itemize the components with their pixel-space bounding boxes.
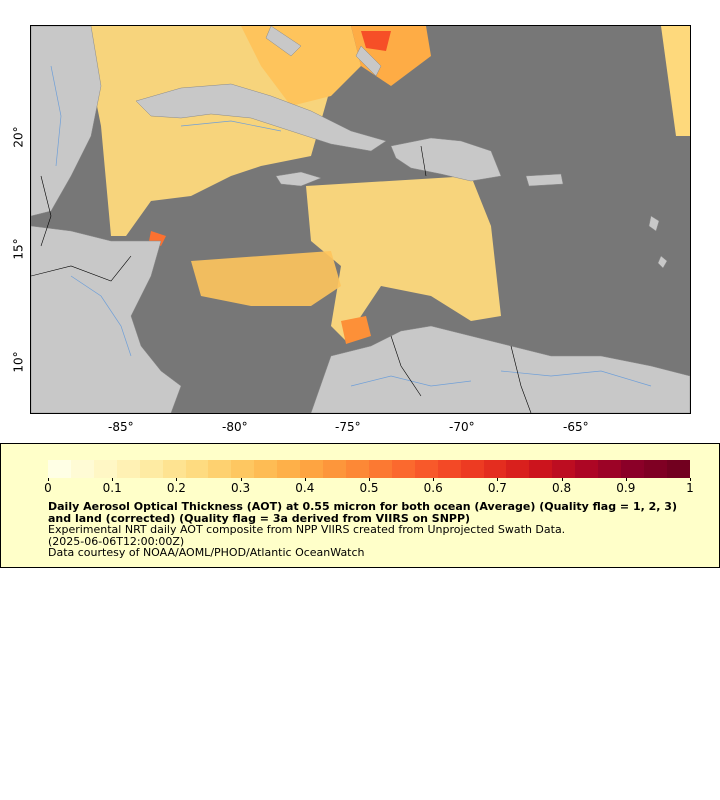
colorbar-segment: [345, 460, 369, 478]
colorbar-tickmark: [625, 478, 627, 481]
colorbar-tickmark: [176, 478, 178, 481]
swath-central: [306, 176, 501, 341]
colorbar-segment: [300, 460, 324, 478]
colorbar-segment: [323, 460, 346, 478]
colorbar-segment: [116, 460, 140, 478]
lat-tick-label: 15°: [11, 238, 26, 260]
legend-line: (2025-06-06T12:00:00Z): [48, 534, 185, 548]
colorbar-tickmark: [369, 478, 370, 481]
colorbar-tickmark: [561, 478, 563, 481]
colorbar-segment: [460, 460, 484, 478]
colorbar-tick-label: 0.5: [359, 481, 379, 495]
colorbar-tickmark: [304, 478, 306, 481]
colorbar-segment: [139, 460, 163, 478]
land-cuba: [135, 83, 387, 152]
colorbar-tick-label: 0.2: [166, 481, 186, 495]
colorbar-tickmark: [497, 478, 499, 481]
hotspot-north: [361, 31, 391, 51]
map-canvas: [31, 26, 690, 413]
colorbar-tick-label: 0: [44, 481, 52, 495]
aot-swaths: [81, 26, 690, 378]
lat-tick-label: 20°: [11, 126, 26, 148]
land-yucatan: [31, 26, 102, 217]
aot-map[interactable]: [30, 25, 691, 414]
colorbar-tickmark: [112, 478, 114, 481]
borders: [31, 145, 532, 413]
colorbar-segment: [162, 460, 186, 478]
colorbar-segment: [621, 460, 644, 478]
colorbar-tick-label: 0.9: [616, 481, 636, 495]
colorbar-segment: [437, 460, 461, 478]
hotspot-coast-col: [341, 316, 371, 344]
legend-line: Experimental NRT daily AOT composite fro…: [48, 523, 566, 536]
colorbar-tick-label: 0.8: [552, 481, 572, 495]
legend-text: Daily Aerosol Optical Thickness (AOT) at…: [48, 501, 688, 559]
colorbar: [48, 460, 690, 478]
lon-tick-label: -85°: [108, 420, 134, 434]
land-bahamas-2: [355, 45, 382, 77]
colorbar-segment: [414, 460, 438, 478]
land-jamaica: [275, 171, 322, 187]
swath-west: [81, 26, 331, 236]
land-south-america: [310, 325, 690, 413]
land-hispaniola: [390, 137, 502, 182]
colorbar-segment: [185, 460, 209, 478]
land-bahamas-1: [265, 26, 302, 57]
colorbar-tick-label: 0.7: [487, 481, 507, 495]
colorbar-segment: [483, 460, 507, 478]
colorbar-tickmark: [240, 478, 242, 481]
colorbar-segment: [277, 460, 301, 478]
colorbar-segment: [391, 460, 415, 478]
colorbar-tick-label: 1: [686, 481, 694, 495]
swath-north-dense: [241, 26, 361, 106]
land-masses: [31, 26, 690, 413]
land-puerto-rico: [525, 173, 564, 187]
colorbar-segment: [368, 460, 392, 478]
colorbar-segment: [231, 460, 255, 478]
colorbar-tickmark: [48, 478, 49, 481]
land-central-america: [31, 225, 182, 413]
colorbar-segment: [506, 460, 530, 478]
colorbar-segment: [552, 460, 576, 478]
colorbar-tick-label: 0.6: [423, 481, 443, 495]
legend-credit: Data courtesy of NOAA/AOML/PHOD/Atlantic…: [48, 546, 365, 559]
colorbar-segment: [598, 460, 622, 478]
colorbar-tick-label: 0.3: [231, 481, 251, 495]
colorbar-segment: [254, 460, 278, 478]
legend-title: Daily Aerosol Optical Thickness (AOT) at…: [48, 500, 677, 525]
colorbar-tick-label: 0.4: [295, 481, 315, 495]
colorbar-tickmark: [690, 478, 691, 481]
colorbar-segment: [529, 460, 553, 478]
colorbar-tick-label: 0.1: [102, 481, 122, 495]
colorbar-segment: [208, 460, 232, 478]
colorbar-segment: [666, 460, 690, 478]
land-lesser-antilles: [648, 215, 668, 269]
colorbar-segment: [93, 460, 117, 478]
legend-panel: 0 0.1 0.2 0.3 0.4 0.5 0.6 0.7 0.8 0.9 1 Daily Aero…: [0, 443, 720, 568]
lon-tick-label: -70°: [449, 420, 475, 434]
swath-caribbean-south: [191, 251, 341, 306]
lon-tick-label: -80°: [222, 420, 248, 434]
lon-tick-label: -65°: [563, 420, 589, 434]
colorbar-segment: [575, 460, 599, 478]
colorbar-tickmark: [433, 478, 435, 481]
swath-east-edge: [661, 26, 690, 136]
colorbar-segment: [643, 460, 667, 478]
lon-tick-label: -75°: [335, 420, 361, 434]
colorbar-segment: [48, 460, 71, 478]
lat-tick-label: 10°: [11, 351, 26, 373]
colorbar-segment: [70, 460, 94, 478]
